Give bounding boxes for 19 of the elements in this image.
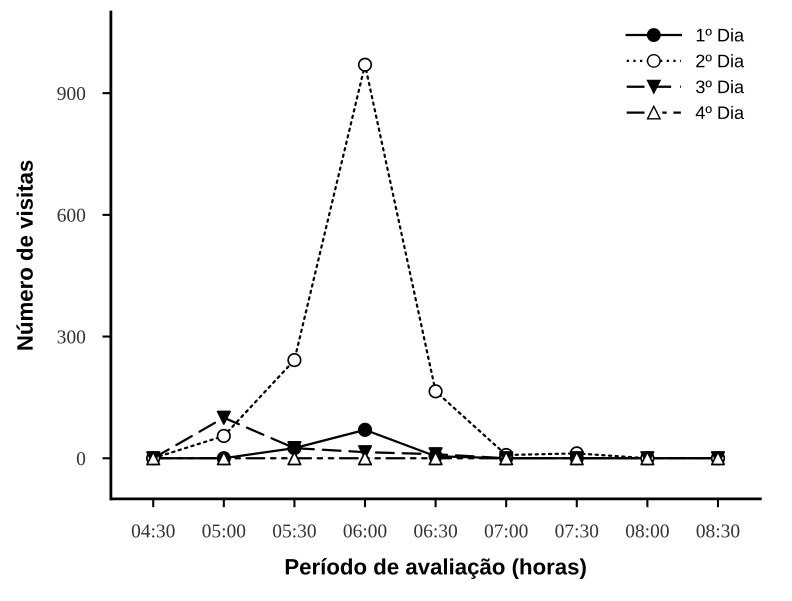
y-tick-label: 600 bbox=[58, 208, 86, 222]
x-tick-label: 06:00 bbox=[344, 524, 386, 538]
x-tick-label: 08:30 bbox=[696, 524, 740, 538]
x-tick-label: 05:30 bbox=[273, 524, 316, 538]
y-tick-label: 900 bbox=[57, 86, 86, 100]
x-tick-label: 05:00 bbox=[202, 524, 246, 538]
legend-label: 4º Dia bbox=[696, 106, 744, 120]
x-axis-title: Período de avaliação (horas) bbox=[286, 558, 586, 580]
legend-label: 1º Dia bbox=[696, 28, 744, 42]
y-axis-title: Número de visitas bbox=[16, 160, 33, 350]
x-tick-label: 06:30 bbox=[414, 524, 458, 538]
legend-label: 3º Dia bbox=[696, 80, 744, 94]
x-tick-label: 04:30 bbox=[132, 524, 175, 538]
x-tick-label: 07:00 bbox=[484, 524, 528, 538]
x-tick-label: 08:00 bbox=[626, 524, 669, 538]
legend-label: 2º Dia bbox=[696, 54, 744, 68]
y-tick-label: 0 bbox=[76, 452, 86, 466]
x-tick-label: 07:30 bbox=[555, 524, 598, 538]
y-tick-label: 300 bbox=[58, 330, 86, 344]
